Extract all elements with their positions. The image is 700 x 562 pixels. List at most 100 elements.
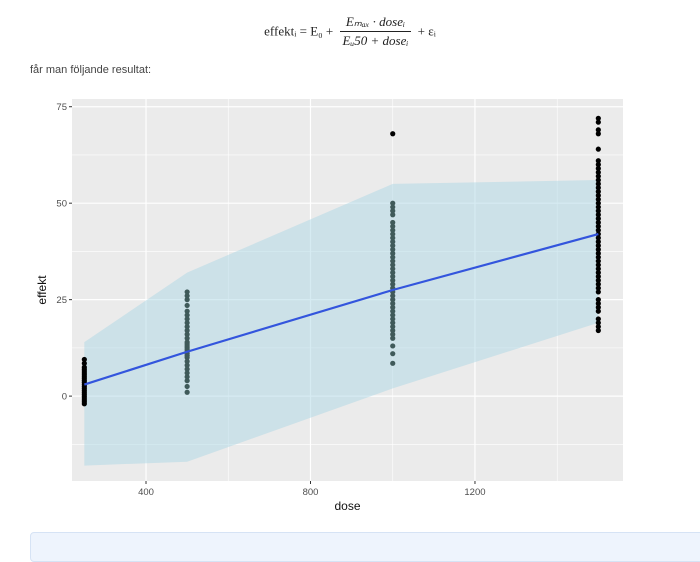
data-point bbox=[595, 258, 601, 264]
fit-line bbox=[84, 232, 599, 386]
x-tick-label: 800 bbox=[303, 487, 319, 498]
data-point bbox=[184, 324, 190, 330]
data-point bbox=[595, 266, 601, 272]
data-point bbox=[184, 370, 190, 376]
data-point bbox=[390, 293, 396, 299]
data-point bbox=[390, 266, 396, 272]
data-point bbox=[390, 277, 396, 283]
data-point bbox=[390, 200, 396, 206]
data-point bbox=[595, 208, 601, 214]
data-point bbox=[390, 308, 396, 314]
data-point bbox=[390, 297, 396, 303]
data-point bbox=[595, 327, 601, 334]
formula-lhs: effektᵢ = E₀ + bbox=[264, 23, 334, 39]
data-point bbox=[390, 235, 396, 241]
data-point bbox=[184, 389, 190, 395]
data-point bbox=[390, 273, 396, 280]
data-point bbox=[184, 366, 190, 372]
data-point bbox=[595, 320, 601, 326]
data-point bbox=[595, 189, 601, 195]
data-point bbox=[390, 312, 396, 318]
data-point bbox=[595, 262, 601, 268]
data-point bbox=[390, 243, 396, 249]
data-point bbox=[390, 300, 396, 307]
data-point bbox=[595, 270, 601, 276]
prediction-band bbox=[84, 180, 599, 466]
data-point bbox=[595, 200, 601, 206]
data-point bbox=[390, 227, 396, 233]
data-point bbox=[595, 173, 601, 179]
data-point bbox=[390, 131, 396, 137]
data-point bbox=[184, 312, 190, 318]
data-point bbox=[390, 250, 396, 256]
data-point bbox=[595, 115, 601, 121]
data-point bbox=[184, 289, 190, 295]
data-point bbox=[390, 231, 396, 237]
data-point bbox=[390, 246, 396, 253]
dose-response-chart: 0 25 50 75 400 800 1200 dose effekt bbox=[35, 99, 623, 513]
data-point bbox=[390, 335, 396, 341]
data-point bbox=[595, 324, 601, 330]
data-point bbox=[595, 254, 601, 260]
data-point bbox=[390, 324, 396, 330]
data-point bbox=[390, 360, 396, 366]
data-point bbox=[184, 320, 190, 326]
data-point bbox=[184, 358, 190, 364]
data-point bbox=[184, 293, 190, 299]
data-point bbox=[184, 362, 190, 368]
x-tick-label: 400 bbox=[138, 487, 154, 498]
data-point bbox=[595, 239, 601, 245]
data-point bbox=[595, 227, 601, 233]
data-point bbox=[184, 327, 190, 334]
data-point bbox=[595, 131, 601, 137]
x-tick-label: 1200 bbox=[464, 487, 485, 498]
formula-fraction: Eₘₐₓ · doseᵢ Eᵤ50 + doseᵢ bbox=[339, 14, 412, 49]
data-point bbox=[595, 212, 601, 218]
data-point bbox=[390, 262, 396, 268]
info-box bbox=[30, 532, 700, 562]
data-point bbox=[595, 161, 601, 168]
data-point bbox=[595, 285, 601, 291]
formula-denominator: Eᵤ50 + doseᵢ bbox=[342, 33, 409, 48]
data-point bbox=[595, 219, 601, 226]
data-point bbox=[595, 185, 601, 191]
x-axis-label: dose bbox=[334, 499, 360, 513]
data-point bbox=[184, 339, 190, 345]
data-point bbox=[390, 223, 396, 229]
data-point bbox=[390, 204, 396, 210]
data-point bbox=[595, 316, 601, 322]
data-point bbox=[595, 246, 601, 253]
data-point bbox=[595, 146, 601, 152]
data-point bbox=[184, 297, 190, 303]
data-point bbox=[595, 297, 601, 303]
data-point bbox=[81, 360, 87, 366]
data-point bbox=[184, 383, 190, 390]
data-point bbox=[390, 254, 396, 260]
intro-text: får man följande resultat: bbox=[30, 64, 152, 76]
data-point bbox=[184, 316, 190, 322]
data-point bbox=[390, 320, 396, 326]
data-point bbox=[390, 258, 396, 264]
data-point bbox=[595, 204, 601, 210]
data-point bbox=[390, 219, 396, 226]
data-point bbox=[184, 302, 190, 309]
model-formula: effektᵢ = E₀ + Eₘₐₓ · doseᵢ Eᵤ50 + doseᵢ… bbox=[0, 14, 700, 49]
data-point bbox=[184, 335, 190, 341]
data-point bbox=[390, 316, 396, 322]
data-point bbox=[595, 243, 601, 249]
y-axis-label: effekt bbox=[35, 275, 49, 305]
data-point bbox=[595, 216, 601, 222]
data-point bbox=[184, 378, 190, 384]
data-point bbox=[81, 356, 87, 363]
formula-rhs: + εᵢ bbox=[417, 23, 436, 39]
y-tick-label: 25 bbox=[56, 295, 67, 306]
data-point bbox=[595, 273, 601, 280]
data-point bbox=[595, 127, 601, 133]
data-point bbox=[184, 331, 190, 337]
data-point bbox=[81, 364, 87, 370]
data-point bbox=[595, 289, 601, 295]
data-point bbox=[595, 181, 601, 187]
data-point bbox=[390, 281, 396, 287]
data-point bbox=[390, 208, 396, 214]
data-point bbox=[595, 119, 601, 125]
